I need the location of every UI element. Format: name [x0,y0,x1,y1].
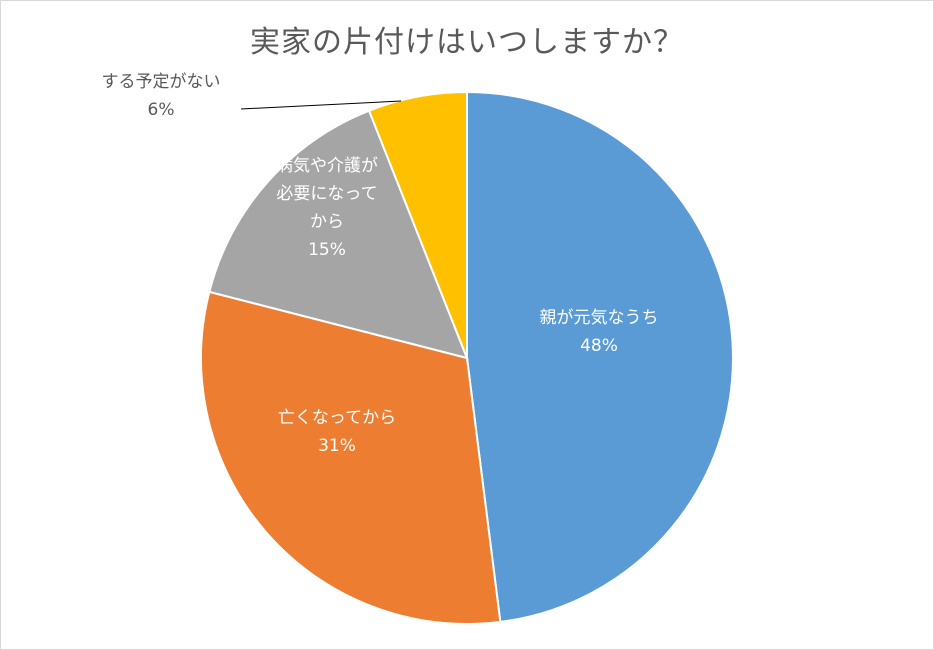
data-label-text: する予定がない [102,72,221,92]
pie-slice-3 [367,90,468,359]
data-label-2: 病気や介護が必要になってから 15% [276,156,378,260]
pie-slice-1 [200,290,502,625]
data-label-text: 親が元気なうち [540,308,659,328]
data-label-3: する予定がない 6% [102,72,221,120]
data-label-text: から [310,212,344,232]
data-label-0: 親が元気なうち 48% [540,308,659,356]
data-label-value: 6% [148,100,175,120]
data-label-text: 亡くなってから [278,408,396,428]
data-label-text: 必要になって [276,184,377,204]
data-label-text: 病気や介護が [276,156,378,176]
pie-slice-0 [466,90,734,624]
data-label-value: 48% [580,336,618,356]
data-label-value: 31% [318,436,356,456]
pie-slice-2 [208,109,469,360]
leader-line [240,100,402,110]
data-label-1: 亡くなってから 31% [278,408,396,456]
chart-title: 実家の片付けはいつしますか？ [250,25,684,60]
data-label-value: 15% [308,240,346,260]
